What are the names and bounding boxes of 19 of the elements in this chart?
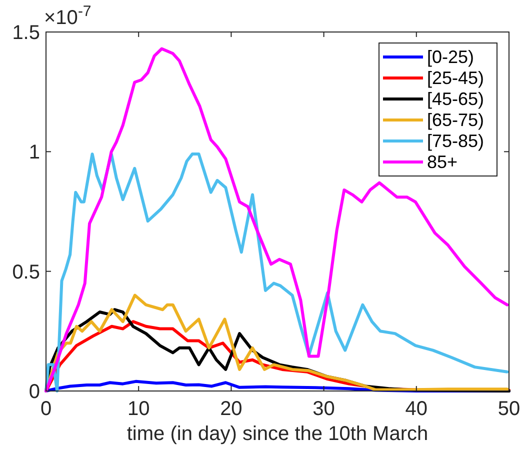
legend-label: [0-25) <box>427 47 474 67</box>
x-tick-label: 40 <box>405 398 428 420</box>
x-tick-label: 30 <box>312 398 335 420</box>
legend-label: [75-85) <box>427 131 484 151</box>
legend-label: [25-45) <box>427 68 484 88</box>
x-axis-title: time (in day) since the 10th March <box>126 423 428 445</box>
text: ×10$^{-7}$ <box>44 2 92 29</box>
y-tick-label: 0.5 <box>12 261 40 284</box>
y-tick-label: 1 <box>28 142 40 164</box>
x-tick-label: 50 <box>498 398 520 420</box>
y-tick-label: 1.5 <box>12 22 40 44</box>
x-tick-label: 20 <box>220 398 242 420</box>
legend-label: [45-65) <box>427 89 484 109</box>
x-tick-label: 10 <box>127 398 150 420</box>
legend-label: 85+ <box>427 152 458 172</box>
line-series <box>44 47 509 392</box>
legend-label: [65-75) <box>427 110 484 130</box>
y-tick-label: 0 <box>28 381 40 403</box>
line-series <box>44 152 509 392</box>
